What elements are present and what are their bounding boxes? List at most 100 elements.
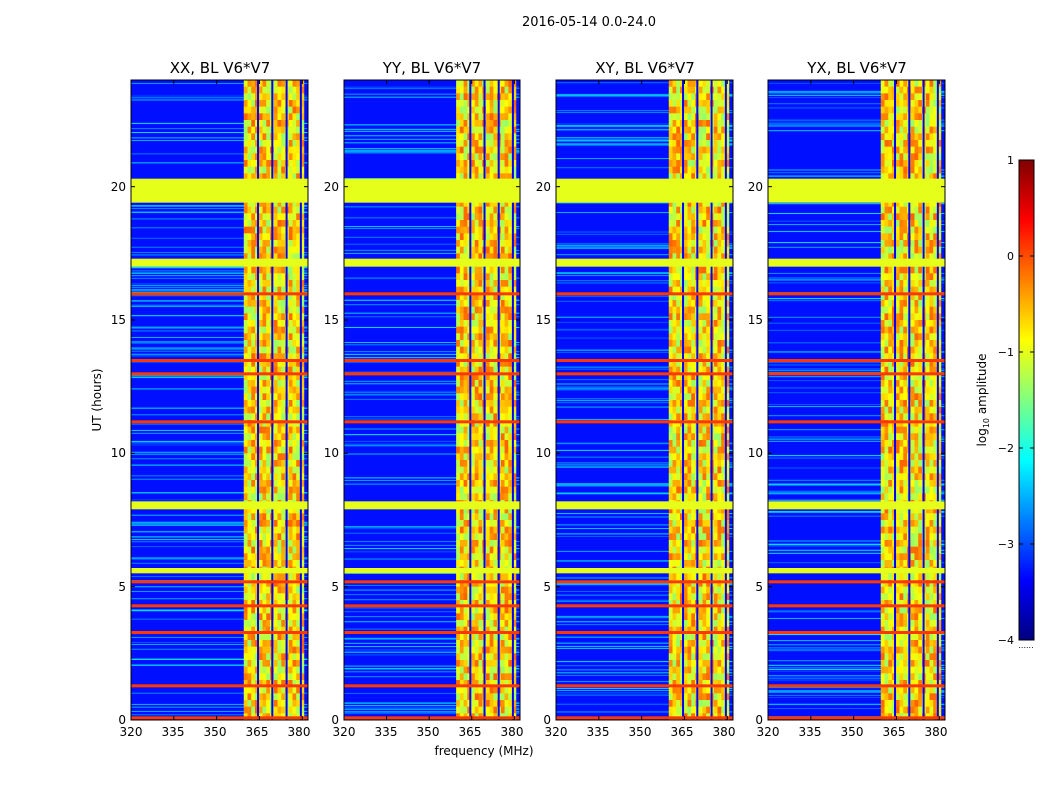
band-cell [676, 393, 681, 401]
band-cell [463, 300, 468, 308]
band-cell [281, 233, 286, 241]
noise-row [344, 526, 520, 528]
band-cell [296, 633, 301, 641]
band-cell [288, 386, 293, 394]
band-cell [500, 646, 506, 654]
band-cell [281, 513, 286, 521]
band-cell [471, 293, 476, 301]
band-cell [456, 440, 461, 448]
band-cell [273, 400, 278, 408]
noise-row [344, 668, 520, 670]
band-cell [721, 226, 726, 234]
band-cell [299, 613, 305, 621]
band-cell [485, 406, 491, 414]
band-cell [478, 700, 483, 708]
band-cell [489, 573, 494, 581]
band-cell [277, 600, 282, 608]
band-cell [474, 613, 479, 621]
band-cell [508, 320, 513, 328]
band-cell [672, 313, 677, 321]
band-cell [512, 520, 517, 528]
band-cell [299, 400, 305, 408]
noise-row [344, 718, 520, 720]
band-cell [478, 673, 483, 681]
band-cell [512, 100, 517, 108]
band-cell [721, 213, 726, 221]
noise-row [131, 591, 308, 593]
band-cell [702, 593, 707, 601]
band-cell [717, 166, 722, 174]
band-cell [299, 520, 305, 528]
noise-row [344, 708, 520, 710]
band-cell [691, 153, 696, 161]
noise-row [556, 128, 733, 130]
band-cell [478, 400, 483, 408]
band-cell [717, 580, 722, 588]
band-cell [493, 433, 498, 441]
band-cell [489, 413, 494, 421]
band-cell [683, 106, 689, 114]
band-cell [243, 700, 249, 708]
band-cell [251, 360, 256, 368]
band-cell [683, 513, 689, 521]
band-cell [456, 320, 461, 328]
noise-row [344, 637, 520, 639]
band-cell [459, 280, 465, 288]
band-cell [277, 120, 282, 128]
channel-gap [299, 80, 302, 720]
band-cell [485, 353, 491, 361]
band-cell [508, 666, 513, 674]
noise-row [344, 357, 520, 359]
band-cell [243, 380, 249, 388]
band-cell [668, 80, 674, 88]
band-cell [262, 166, 267, 174]
band-cell [485, 266, 491, 274]
band-cell [459, 586, 465, 594]
band-cell [258, 100, 264, 108]
band-cell [668, 573, 674, 581]
band-cell [702, 386, 707, 394]
band-cell [504, 506, 509, 514]
band-cell [485, 613, 491, 621]
band-cell [251, 393, 256, 401]
band-cell [277, 266, 282, 274]
band-cell [668, 286, 674, 294]
band-cell [463, 286, 468, 294]
band-cell [471, 493, 476, 501]
band-cell [247, 466, 252, 474]
band-cell [296, 333, 301, 341]
band-cell [493, 620, 498, 628]
channel-gap [483, 80, 486, 720]
band-cell [691, 173, 696, 181]
band-cell [292, 386, 297, 394]
band-cell [721, 513, 726, 521]
band-cell [698, 246, 703, 254]
band-cell [288, 340, 293, 348]
band-cell [459, 700, 465, 708]
band-cell [474, 153, 479, 161]
band-cell [243, 293, 249, 301]
band-cell [721, 166, 726, 174]
noise-row [131, 305, 308, 307]
band-cell [296, 700, 301, 708]
band-cell [281, 100, 286, 108]
band-cell [504, 700, 509, 708]
band-cell [299, 513, 305, 521]
band-cell [485, 633, 491, 641]
band-cell [504, 240, 509, 248]
band-cell [478, 540, 483, 548]
band-cell [713, 513, 718, 521]
band-cell [292, 640, 297, 648]
band-cell [717, 593, 722, 601]
band-cell [508, 353, 513, 361]
band-cell [672, 240, 677, 248]
band-cell [247, 140, 252, 148]
band-cell [717, 293, 722, 301]
band-cell [292, 493, 297, 501]
band-cell [724, 653, 730, 661]
band-cell [698, 626, 703, 634]
band-cell [485, 440, 491, 448]
band-cell [500, 526, 506, 534]
band-cell [500, 520, 506, 528]
band-cell [459, 113, 465, 121]
